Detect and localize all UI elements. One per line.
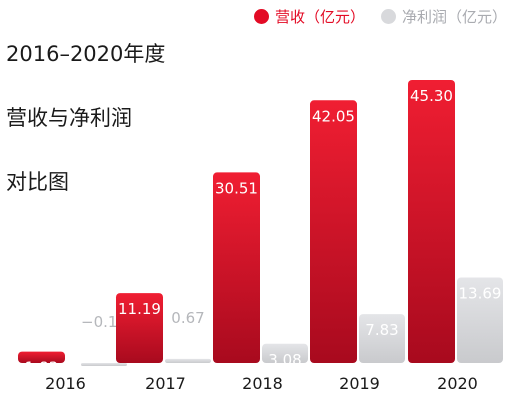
net-profit-value-label-2018: 3.08 <box>268 351 301 369</box>
x-tick-label-2019: 2019 <box>339 374 380 393</box>
revenue-bar-2019 <box>310 100 357 364</box>
x-tick-label-2017: 2017 <box>145 374 186 393</box>
revenue-bar-2017 <box>116 293 163 363</box>
revenue-value-label-2017: 11.19 <box>118 300 161 318</box>
chart-title-line-1: 2016–2020年度 <box>6 42 166 66</box>
revenue-value-label-2019: 42.05 <box>312 107 355 125</box>
revenue-value-label-2018: 30.51 <box>215 179 258 197</box>
legend-item-net-profit: 净利润（亿元） <box>380 6 507 27</box>
chart-legend: 营收（亿元） 净利润（亿元） <box>253 6 507 27</box>
net-profit-bar-2016 <box>81 363 127 366</box>
legend-swatch-net-profit <box>380 9 396 24</box>
net-profit-value-label-2019: 7.83 <box>365 321 398 339</box>
revenue-bar-2016 <box>18 351 65 363</box>
legend-item-revenue: 营收（亿元） <box>253 6 365 27</box>
revenue-value-label-2016: 1.83 <box>25 359 58 377</box>
legend-label-net-profit: 净利润（亿元） <box>401 8 507 26</box>
net-profit-bar-2020 <box>457 277 503 363</box>
net-profit-value-label-2020: 13.69 <box>459 284 502 302</box>
chart-title-line-2: 营收与净利润 <box>6 106 132 130</box>
x-tick-label-2016: 2016 <box>45 374 86 393</box>
revenue-bar-2020 <box>408 80 455 363</box>
net-profit-bar-2019 <box>359 314 405 363</box>
legend-swatch-revenue <box>253 9 269 24</box>
net-profit-bar-2018 <box>262 343 308 363</box>
revenue-value-label-2020: 45.30 <box>410 87 453 105</box>
chart-title: 2016–2020年度 营收与净利润 对比图 <box>6 6 165 230</box>
chart-title-line-3: 对比图 <box>6 170 69 194</box>
net-profit-value-label-2016: −0.11 <box>81 313 127 331</box>
x-tick-label-2018: 2018 <box>242 374 283 393</box>
legend-label-revenue: 营收（亿元） <box>274 8 365 26</box>
revenue-bar-2018 <box>213 172 260 363</box>
x-tick-label-2020: 2020 <box>437 374 478 393</box>
net-profit-value-label-2017: 0.67 <box>171 309 204 327</box>
net-profit-bar-2017 <box>165 358 211 363</box>
